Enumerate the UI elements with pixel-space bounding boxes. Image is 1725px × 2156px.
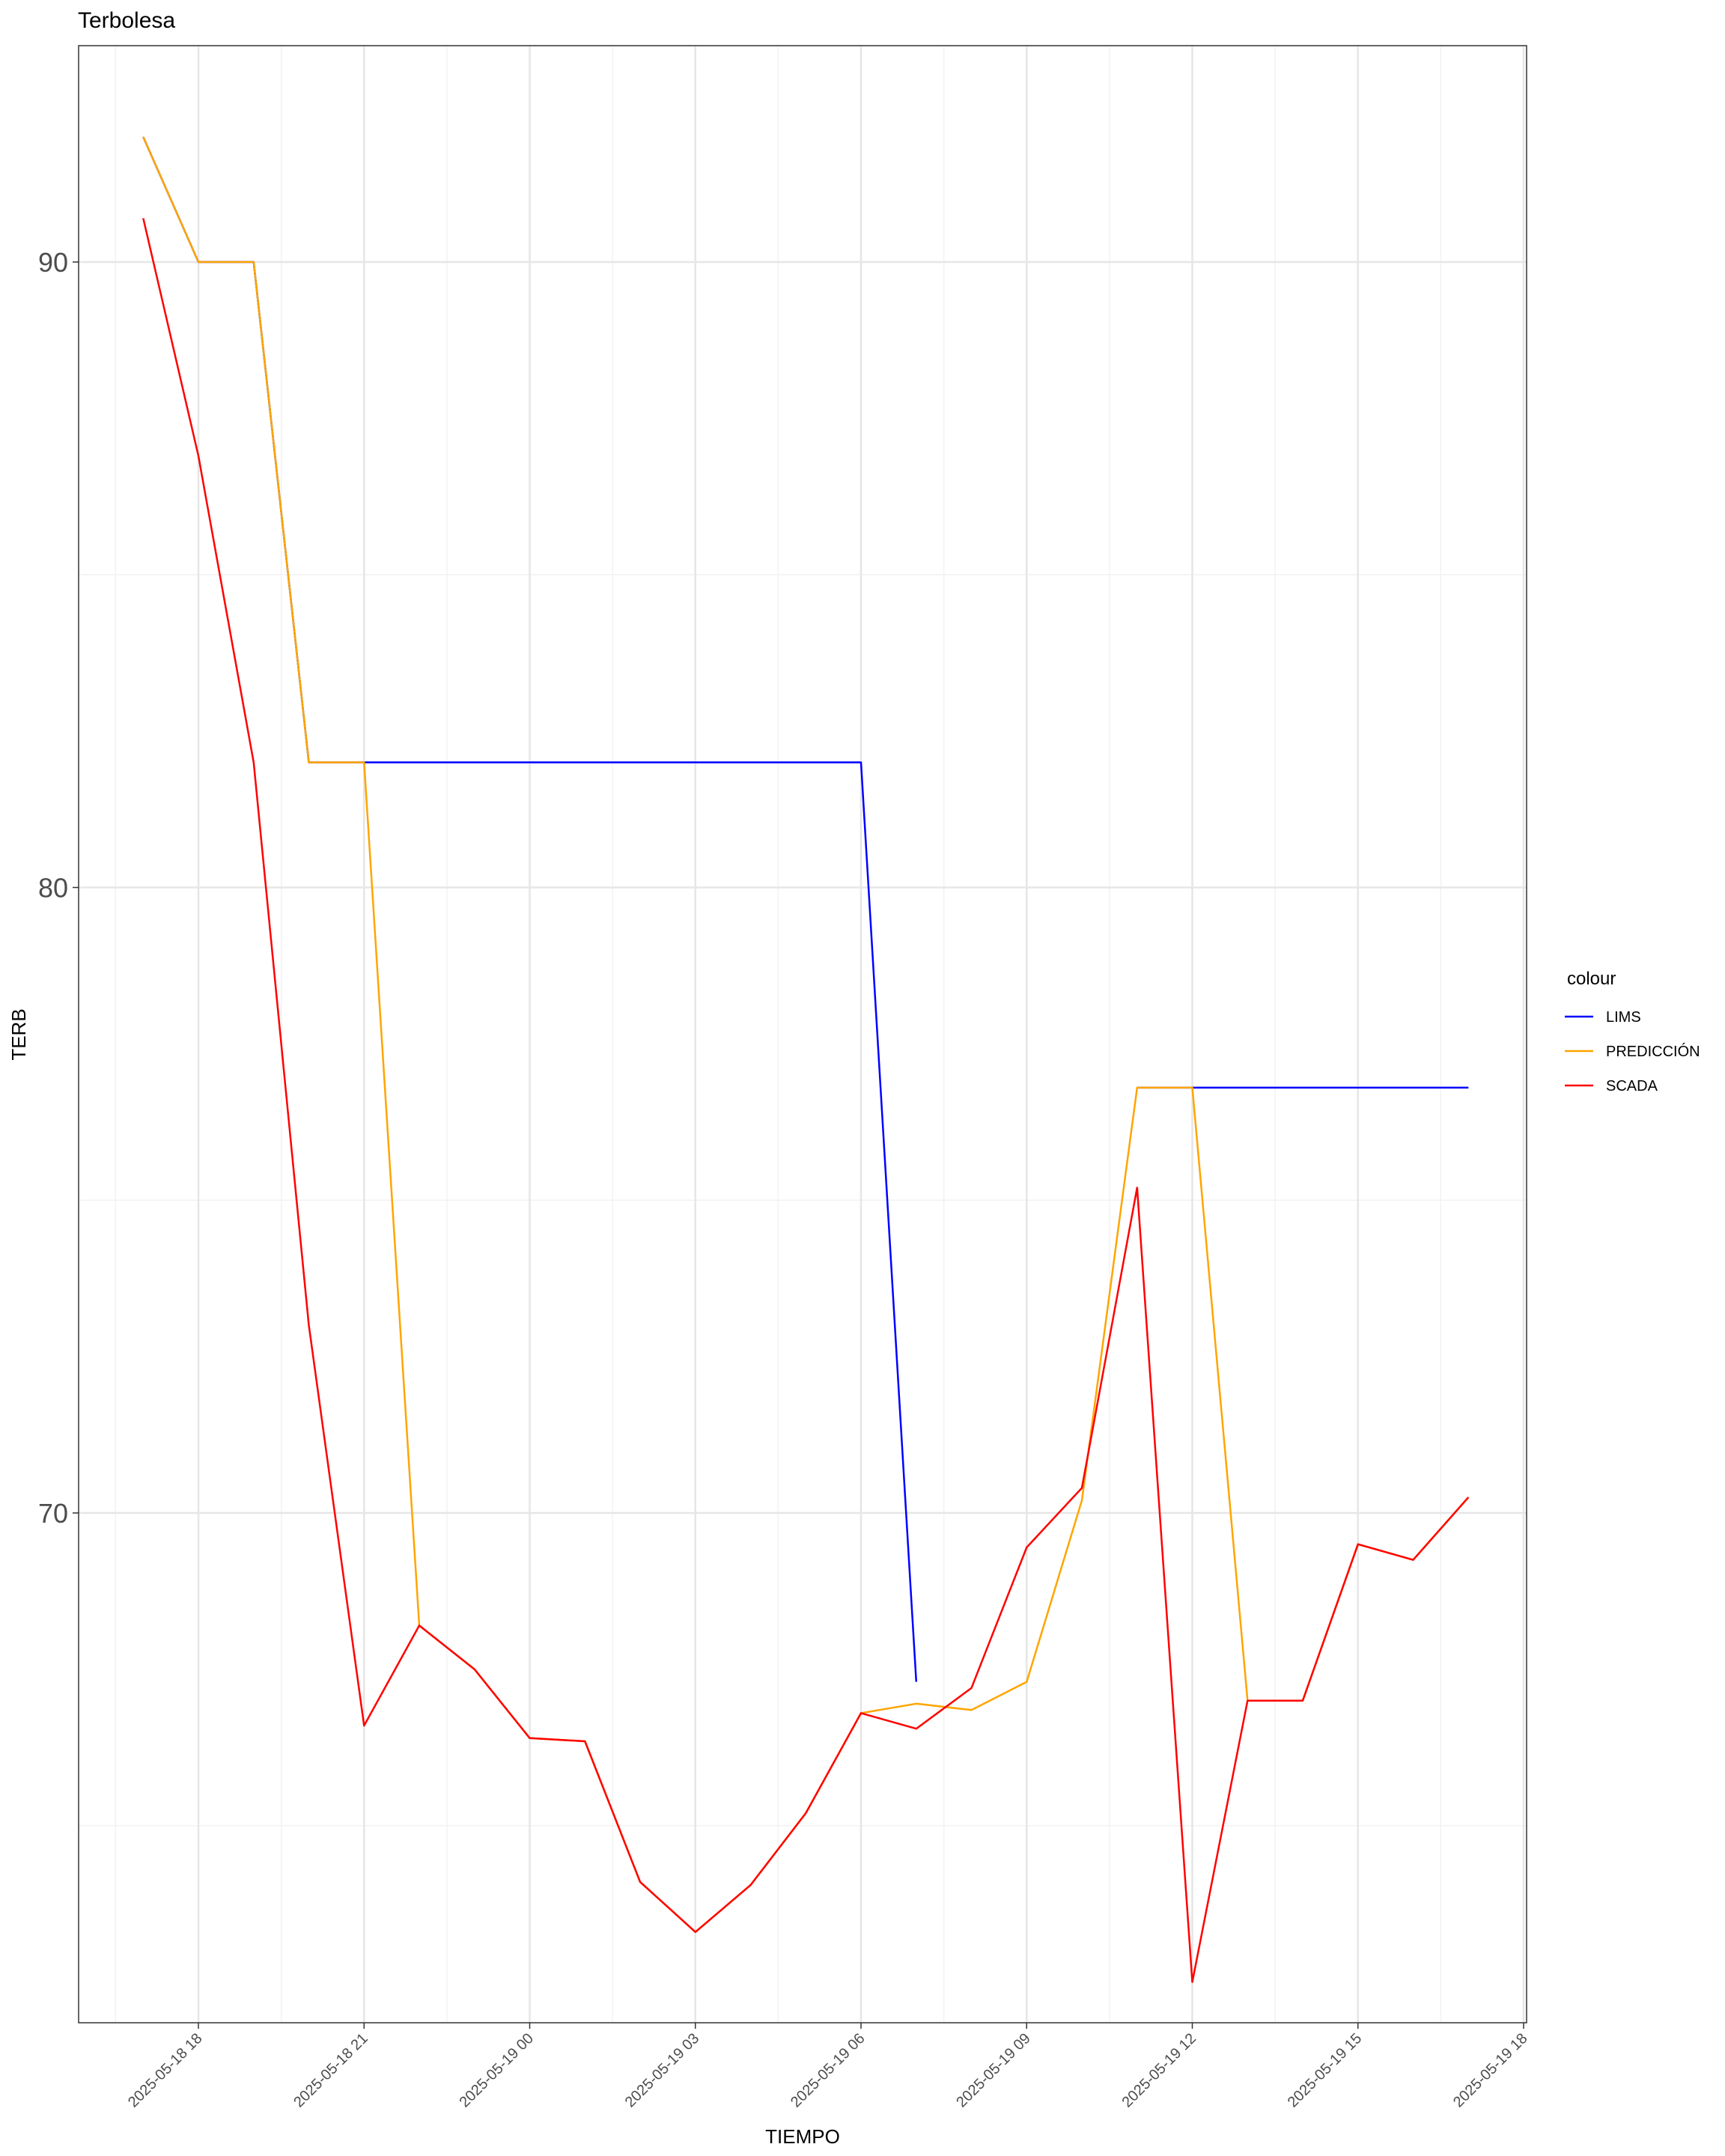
y-tick-label: 70 — [38, 1498, 68, 1529]
legend: colour LIMS PREDICCIÓN SCADA — [1565, 969, 1700, 1094]
legend-title: colour — [1567, 969, 1616, 989]
y-tick-label: 90 — [38, 247, 68, 278]
x-tick-label: 2025-05-19 18 — [1450, 2030, 1531, 2111]
x-tick-label: 2025-05-18 21 — [290, 2030, 371, 2111]
chart-title: Terbolesa — [78, 8, 175, 33]
series-predicción — [142, 136, 1470, 1934]
x-tick-label: 2025-05-19 03 — [622, 2030, 703, 2111]
series-lines — [142, 136, 1470, 1983]
x-tick-label: 2025-05-19 00 — [456, 2030, 537, 2111]
x-tick-label: 2025-05-19 06 — [788, 2030, 868, 2111]
legend-label: PREDICCIÓN — [1606, 1043, 1700, 1060]
minor-grid — [79, 46, 1527, 2023]
x-tick-label: 2025-05-19 15 — [1285, 2030, 1366, 2111]
major-grid — [79, 46, 1527, 2023]
x-axis: 2025-05-18 18 2025-05-18 21 2025-05-19 00 2… — [125, 2023, 1531, 2111]
x-tick-label: 2025-05-19 09 — [953, 2030, 1034, 2111]
y-axis-title: TERB — [7, 1008, 30, 1060]
legend-label: SCADA — [1606, 1078, 1658, 1094]
y-axis: 70 80 90 — [38, 247, 79, 1529]
y-tick-label: 80 — [38, 873, 68, 904]
x-axis-title: TIEMPO — [765, 2125, 840, 2148]
series-lims — [142, 136, 1469, 1682]
x-tick-label: 2025-05-19 12 — [1119, 2030, 1199, 2111]
series-line — [142, 218, 1470, 1983]
x-tick-label: 2025-05-18 18 — [125, 2030, 206, 2111]
series-line — [142, 136, 1470, 1934]
series-scada — [142, 218, 1470, 1983]
plot-panel-border — [78, 45, 1527, 2023]
legend-label: LIMS — [1606, 1009, 1641, 1026]
